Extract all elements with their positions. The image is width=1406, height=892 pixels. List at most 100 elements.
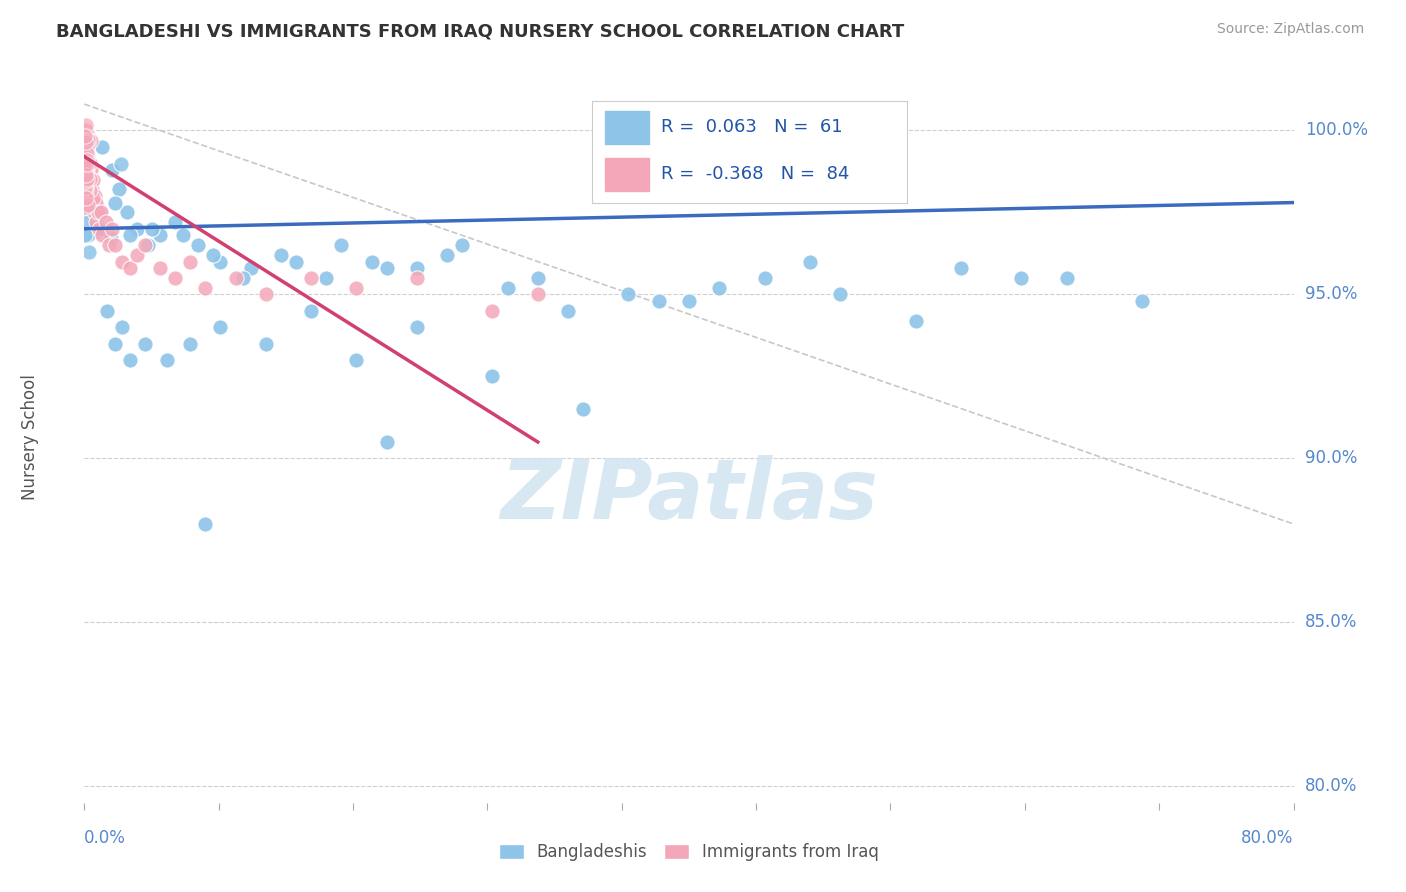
Point (77, 150, 100, 164)
Point (75, 191, 97, 205)
Point (75, 135, 97, 149)
Point (75, 169, 97, 183)
Text: Nursery School: Nursery School (21, 374, 39, 500)
Legend: Bangladeshis, Immigrants from Iraq: Bangladeshis, Immigrants from Iraq (492, 837, 886, 868)
Point (799, 254, 821, 268)
Point (75, 165, 97, 179)
Point (79, 203, 101, 218)
Point (80, 182, 103, 196)
Point (165, 271, 187, 285)
Text: Source: ZipAtlas.com: Source: ZipAtlas.com (1216, 22, 1364, 37)
Point (73, 228, 96, 243)
Point (75, 149, 97, 163)
Point (75, 169, 97, 183)
Point (187, 238, 209, 252)
Point (73, 133, 96, 147)
Point (75, 140, 97, 154)
Text: BANGLADESHI VS IMMIGRANTS FROM IRAQ NURSERY SCHOOL CORRELATION CHART: BANGLADESHI VS IMMIGRANTS FROM IRAQ NURS… (56, 22, 904, 40)
Point (76, 153, 98, 168)
Point (76, 227, 98, 242)
Point (451, 238, 474, 252)
Point (86, 195, 108, 210)
Text: ZIPatlas: ZIPatlas (501, 455, 877, 536)
Point (330, 238, 353, 252)
Point (79, 156, 101, 170)
Point (76, 215, 98, 229)
Point (75, 174, 97, 188)
Point (75, 181, 97, 195)
Point (104, 238, 127, 252)
Point (76, 171, 98, 186)
Point (77, 175, 100, 189)
Point (127, 248, 149, 262)
Point (76, 162, 98, 177)
Point (75, 150, 97, 164)
Point (75, 164, 97, 178)
Text: 80.0%: 80.0% (1241, 829, 1294, 847)
Point (527, 287, 550, 301)
Point (118, 228, 141, 243)
Point (75, 152, 97, 166)
Point (149, 228, 172, 243)
Point (89, 205, 111, 219)
Point (118, 261, 141, 276)
Point (299, 271, 322, 285)
Point (83, 217, 105, 231)
Point (284, 254, 308, 268)
Point (572, 402, 595, 417)
Point (406, 320, 429, 334)
Point (80, 162, 103, 177)
Point (172, 228, 194, 243)
Point (97, 238, 120, 252)
Point (436, 248, 458, 262)
Point (149, 261, 172, 276)
Point (111, 320, 134, 334)
Point (73, 160, 96, 174)
Text: 90.0%: 90.0% (1305, 450, 1357, 467)
Point (527, 271, 550, 285)
Point (73, 161, 96, 175)
Point (194, 516, 217, 531)
Point (111, 254, 134, 268)
Point (76, 158, 98, 172)
Point (75, 155, 97, 169)
Point (76, 176, 98, 190)
Point (115, 205, 138, 219)
Point (75, 163, 97, 178)
Point (100, 231, 122, 245)
Point (76, 155, 98, 169)
Point (75, 169, 97, 184)
Point (406, 261, 429, 276)
Point (830, 287, 852, 301)
Point (75, 118, 97, 132)
Point (73, 169, 96, 183)
Point (75, 200, 97, 214)
Text: 85.0%: 85.0% (1305, 614, 1357, 632)
Point (557, 303, 579, 318)
Text: R =  -0.368   N =  84: R = -0.368 N = 84 (661, 165, 849, 184)
Point (75, 167, 97, 181)
Point (678, 293, 700, 308)
Text: 80.0%: 80.0% (1305, 778, 1357, 796)
Point (76, 145, 98, 160)
Point (254, 287, 277, 301)
Point (75, 174, 97, 188)
Point (76, 169, 98, 183)
Bar (605, 111, 648, 144)
Point (1130, 293, 1153, 308)
Point (76, 133, 98, 147)
Point (76, 150, 98, 164)
Point (82, 191, 104, 205)
Point (76, 198, 98, 212)
Point (1056, 271, 1078, 285)
Text: 0.0%: 0.0% (84, 829, 127, 847)
Point (100, 162, 122, 177)
Point (346, 353, 368, 368)
Point (79, 172, 101, 186)
Point (75, 164, 97, 178)
Point (950, 261, 973, 276)
Point (79, 133, 101, 147)
Point (75, 123, 97, 137)
Point (89, 222, 111, 236)
Point (254, 336, 277, 351)
